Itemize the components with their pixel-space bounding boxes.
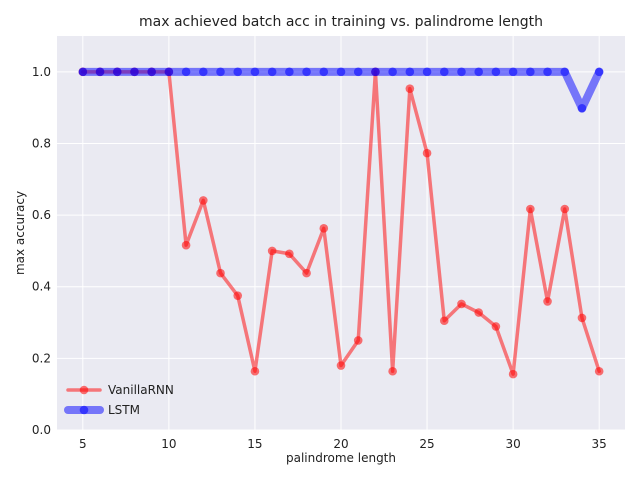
data-point xyxy=(457,67,466,77)
legend-label: LSTM xyxy=(108,403,140,417)
y-tick-label: 0.8 xyxy=(32,136,51,150)
data-point xyxy=(164,67,174,77)
data-point xyxy=(457,299,466,309)
data-point xyxy=(491,322,501,331)
data-point xyxy=(181,240,191,250)
data-point xyxy=(543,297,552,306)
x-axis-ticks: 5 10 15 20 25 30 35 xyxy=(79,437,607,451)
y-axis-label: max accuracy xyxy=(13,191,27,275)
x-tick-label: 35 xyxy=(592,437,607,451)
x-tick-label: 20 xyxy=(333,437,348,451)
x-tick-label: 10 xyxy=(161,437,176,451)
x-tick-label: 30 xyxy=(505,437,520,451)
data-point xyxy=(371,67,380,77)
data-point xyxy=(250,366,260,376)
data-point xyxy=(95,67,105,77)
data-point xyxy=(560,204,570,214)
legend-item: VanillaRNN xyxy=(66,383,174,397)
x-tick-label: 5 xyxy=(79,437,87,451)
data-point xyxy=(199,67,208,77)
legend-marker xyxy=(79,405,89,415)
data-point xyxy=(78,67,88,77)
data-point xyxy=(353,336,363,345)
data-point xyxy=(285,67,294,77)
data-point xyxy=(181,67,191,77)
data-point xyxy=(439,67,449,77)
data-point xyxy=(319,67,329,77)
data-point xyxy=(474,308,483,317)
data-point xyxy=(422,148,432,158)
data-point xyxy=(267,67,277,77)
y-tick-label: 0.6 xyxy=(32,208,51,222)
data-point xyxy=(199,196,208,205)
data-point xyxy=(594,67,604,77)
data-point xyxy=(216,67,225,77)
data-point xyxy=(336,361,346,370)
y-tick-label: 0.2 xyxy=(32,351,51,365)
legend-marker xyxy=(79,385,89,395)
data-point xyxy=(560,67,570,77)
data-point xyxy=(508,369,518,379)
y-tick-label: 0.0 xyxy=(32,423,51,437)
data-point xyxy=(336,67,346,77)
data-point xyxy=(577,104,587,113)
data-point xyxy=(233,67,243,77)
y-tick-label: 0.4 xyxy=(32,280,51,294)
data-point xyxy=(319,224,329,233)
legend: VanillaRNN LSTM xyxy=(64,383,174,417)
data-point xyxy=(267,246,277,256)
data-point xyxy=(577,313,587,323)
data-point xyxy=(508,67,518,77)
data-point xyxy=(388,366,397,376)
legend-item: LSTM xyxy=(64,403,140,417)
data-point xyxy=(353,67,363,77)
x-axis-label: palindrome length xyxy=(286,451,396,465)
data-point xyxy=(147,67,156,77)
data-point xyxy=(594,366,604,376)
data-point xyxy=(216,268,225,278)
y-tick-label: 1.0 xyxy=(32,65,51,79)
data-point xyxy=(491,67,501,77)
data-point xyxy=(302,67,311,77)
x-tick-label: 25 xyxy=(419,437,434,451)
data-point xyxy=(112,67,122,77)
data-point xyxy=(526,204,535,214)
series-lstm xyxy=(78,67,604,113)
legend-label: VanillaRNN xyxy=(108,383,174,397)
data-point xyxy=(233,291,243,300)
series-layer xyxy=(78,67,604,379)
data-point xyxy=(439,316,449,326)
data-point xyxy=(526,67,535,77)
data-point xyxy=(130,67,139,77)
x-tick-label: 15 xyxy=(247,437,262,451)
data-point xyxy=(422,67,432,77)
data-point xyxy=(302,268,311,278)
y-axis-ticks: 0.0 0.2 0.4 0.6 0.8 1.0 xyxy=(32,65,51,437)
chart-title: max achieved batch acc in training vs. p… xyxy=(139,14,543,30)
data-point xyxy=(250,67,260,77)
data-point xyxy=(388,67,397,77)
data-point xyxy=(405,67,415,77)
data-point xyxy=(285,249,294,259)
data-point xyxy=(474,67,483,77)
data-point xyxy=(543,67,552,77)
data-point xyxy=(405,84,415,93)
